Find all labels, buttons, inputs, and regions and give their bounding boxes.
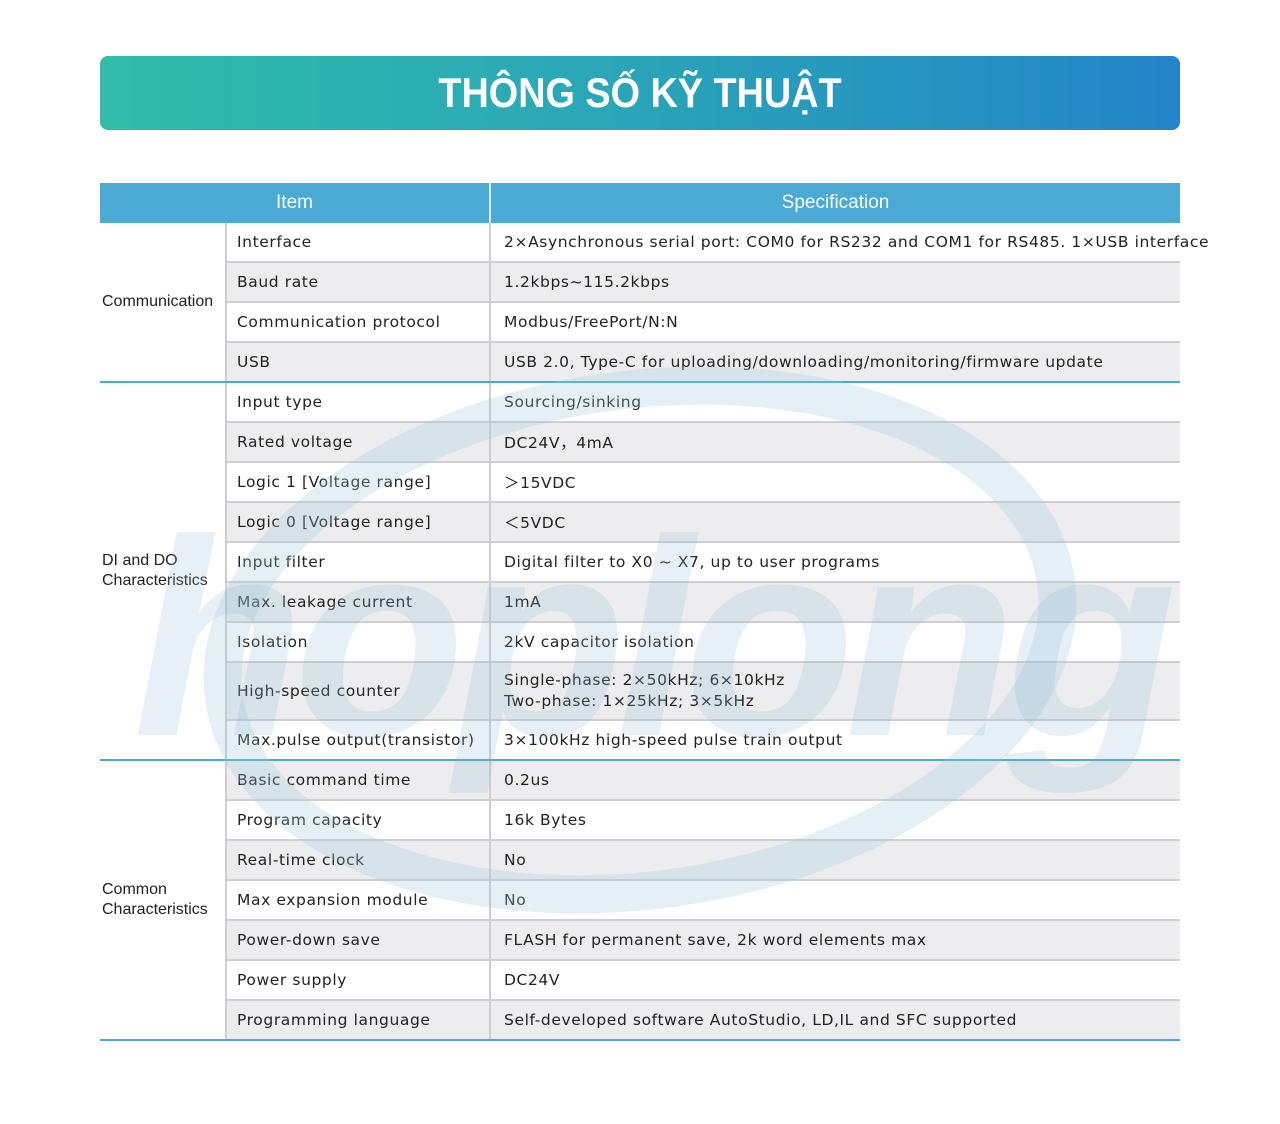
header-item: Item [100,183,491,223]
spec-cell: 0.2us [489,760,1181,801]
spec-cell: FLASH for permanent save, 2k word elemen… [489,920,1181,961]
spec-line: ＞15VDC [504,474,577,492]
table-header-row: Item Specification [100,183,1181,223]
spec-line: 2kV capacitor isolation [504,633,695,651]
spec-line: 16k Bytes [504,811,587,829]
spec-cell: Digital filter to X0 ~ X7, up to user pr… [489,542,1181,583]
spec-cell: DC24V [489,960,1181,1001]
table-row: Input filter Digital filter to X0 ~ X7, u… [100,542,1181,583]
item-cell: Power-down save [224,920,491,961]
item-cell: Max.pulse output(transistor) [224,720,491,761]
table-row: Program capacity 16k Bytes [100,800,1181,841]
spec-cell: No [489,840,1181,881]
item-cell: Program capacity [224,800,491,841]
spec-line: No [504,891,527,909]
item-cell: Programming language [224,1000,491,1041]
table-row: Baud rate 1.2kbps~115.2kbps [100,262,1181,303]
table-row: Communication protocol Modbus/FreePort/N:… [100,302,1181,343]
group-label: Communication [100,223,226,383]
spec-cell: 1.2kbps~115.2kbps [489,262,1181,303]
spec-cell: 16k Bytes [489,800,1181,841]
spec-line: Modbus/FreePort/N:N [504,313,679,331]
item-cell: Interface [224,223,491,263]
table-row: Communication Interface 2×Asynchronous ser… [100,223,1210,383]
table-row: USB USB 2.0, Type-C for uploading/downloa… [100,342,1181,383]
item-cell: Logic 1 [Voltage range] [224,462,491,503]
item-cell: Rated voltage [224,422,491,463]
spec-cell: Sourcing/sinking [489,382,1181,423]
item-cell: Real-time clock [224,840,491,881]
spec-cell: No [489,880,1181,921]
spec-line: 1.2kbps~115.2kbps [504,273,670,291]
table-row: Logic 0 [Voltage range] ＜5VDC [100,502,1181,543]
title-banner: THÔNG SỐ KỸ THUẬT [100,56,1180,130]
spec-cell: USB 2.0, Type-C for uploading/downloadin… [489,342,1181,383]
table-row: Real-time clock No [100,840,1181,881]
spec-line: 2×Asynchronous serial port: COM0 for RS2… [504,233,1210,251]
spec-line: DC24V [504,971,561,989]
item-cell: USB [224,342,491,383]
spec-cell: Self-developed software AutoStudio, LD,I… [489,1000,1181,1041]
spec-cell: 3×100kHz high-speed pulse train output [489,720,1181,761]
spec-line: ＜5VDC [504,514,566,532]
spec-line: Self-developed software AutoStudio, LD,I… [504,1011,1018,1029]
page-title: THÔNG SỐ KỸ THUẬT [438,69,842,116]
table-row: DI and DO Characteristics Input type Sourc… [100,382,1181,761]
spec-line: 3×100kHz high-speed pulse train output [504,731,843,749]
spec-line: Single-phase: 2×50kHz; 6×10kHz [504,671,786,689]
item-cell: Power supply [224,960,491,1001]
header-specification: Specification [489,183,1181,223]
item-cell: High-speed counter [224,662,491,721]
table-row: Max expansion module No [100,880,1181,921]
table-row: High-speed counter Single-phase: 2×50kHz;… [100,662,1181,721]
spec-line: 1mA [504,593,542,611]
group-label: DI and DO Characteristics [100,382,226,761]
spec-line: No [504,851,527,869]
spec-line: FLASH for permanent save, 2k word elemen… [504,931,927,949]
table-row: Logic 1 [Voltage range] ＞15VDC [100,462,1181,503]
spec-line: USB 2.0, Type-C for uploading/downloadin… [504,353,1104,371]
table-row: Common Characteristics Basic command time… [100,760,1181,1041]
table-row: Max.pulse output(transistor) 3×100kHz hig… [100,720,1181,761]
item-cell: Input type [224,382,491,423]
item-cell: Logic 0 [Voltage range] [224,502,491,543]
spec-line: Two-phase: 1×25kHz; 3×5kHz [504,692,755,710]
spec-cell: ＞15VDC [489,462,1181,503]
item-cell: Max expansion module [224,880,491,921]
spec-cell: DC24V，4mA [489,422,1181,463]
group-label: Common Characteristics [100,760,226,1041]
table-row: Power supply DC24V [100,960,1181,1001]
item-cell: Basic command time [224,760,491,801]
table-row: Rated voltage DC24V，4mA [100,422,1181,463]
spec-cell: 2kV capacitor isolation [489,622,1181,663]
item-cell: Max. leakage current [224,582,491,623]
item-cell: Input filter [224,542,491,583]
table-row: Power-down save FLASH for permanent save,… [100,920,1181,961]
spec-line: 0.2us [504,771,550,789]
spec-cell: ＜5VDC [489,502,1181,543]
spec-cell: 1mA [489,582,1181,623]
item-cell: Communication protocol [224,302,491,343]
spec-cell: Single-phase: 2×50kHz; 6×10kHz Two-phase:… [489,662,1181,721]
item-cell: Baud rate [224,262,491,303]
table-row: Max. leakage current 1mA [100,582,1181,623]
spec-cell: 2×Asynchronous serial port: COM0 for RS2… [489,223,1210,263]
spec-table: Item Specification Communication Interfac… [100,183,1210,1041]
spec-line: Sourcing/sinking [504,393,642,411]
spec-line: DC24V，4mA [504,434,614,452]
item-cell: Isolation [224,622,491,663]
table-row: Programming language Self-developed softw… [100,1000,1181,1041]
spec-line: Digital filter to X0 ~ X7, up to user pr… [504,553,880,571]
table-row: Isolation 2kV capacitor isolation [100,622,1181,663]
spec-cell: Modbus/FreePort/N:N [489,302,1181,343]
